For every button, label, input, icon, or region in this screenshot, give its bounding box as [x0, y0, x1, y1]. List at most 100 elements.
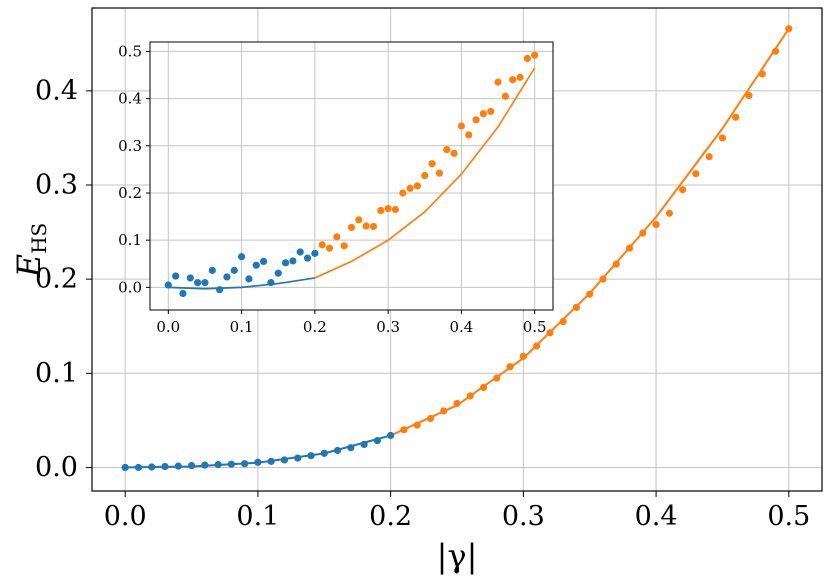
inset-data-point-blue	[194, 279, 202, 287]
inset-data-point-blue	[296, 248, 304, 256]
main-data-point-orange	[785, 25, 793, 33]
inset-y-tick-label: 0.4	[118, 90, 142, 108]
inset-data-point-blue	[201, 279, 209, 287]
main-data-point-orange	[599, 275, 607, 283]
inset-data-point-orange	[369, 222, 378, 231]
inset-x-tick-label: 0.1	[230, 318, 254, 336]
x-axis-label: |γ|	[437, 537, 478, 575]
main-data-point-orange	[572, 303, 581, 312]
inset-fit-curve-blue	[168, 277, 315, 290]
inset-axes-frame	[149, 41, 554, 311]
inset-data-point-orange	[465, 131, 473, 139]
inset-data-point-orange	[325, 244, 334, 252]
main-data-point-blue	[333, 446, 342, 455]
main-data-point-blue	[187, 461, 196, 470]
y-axis-label-subscript: HS	[27, 223, 51, 254]
inset-data-point-blue	[311, 249, 319, 257]
inset-data-point-orange	[362, 222, 370, 230]
main-series	[121, 25, 793, 472]
inset-data-point-blue	[230, 266, 238, 274]
main-x-tick-label: 0.1	[236, 501, 279, 532]
main-data-point-orange	[692, 170, 700, 178]
main-data-point-orange	[745, 91, 753, 100]
inset-data-point-blue	[208, 266, 216, 274]
inset-data-point-orange	[450, 149, 458, 157]
inset-data-point-orange	[435, 169, 444, 177]
main-data-point-orange	[479, 383, 488, 392]
inset-data-point-orange	[501, 92, 509, 100]
inset-data-point-orange	[428, 160, 436, 168]
main-data-point-orange	[559, 317, 567, 326]
main-data-point-blue	[174, 462, 182, 470]
main-data-point-blue	[320, 449, 328, 457]
inset-data-point-blue	[274, 269, 282, 277]
main-data-point-orange	[639, 229, 647, 237]
inset-data-point-orange	[377, 206, 385, 215]
inset-data-point-orange	[355, 216, 363, 224]
main-data-point-orange	[440, 407, 448, 415]
y-axis-label-main: E	[10, 254, 48, 278]
main-y-tick-label: 0.1	[35, 358, 78, 389]
main-axes-frame	[91, 7, 823, 492]
main-data-point-orange	[413, 421, 421, 429]
inset-y-tick-label: 0.5	[118, 42, 142, 60]
main-x-tick-label: 0.0	[104, 501, 147, 532]
main-data-point-orange	[732, 113, 740, 121]
main-y-tick-label: 0.0	[35, 452, 78, 483]
inset-x-tick-label: 0.0	[156, 318, 180, 336]
inset-data-point-orange	[421, 171, 429, 180]
inset-ticks: 0.0 0.1 0.2 0.3 0.4 0.5 0.0 0.1 0.2 0.3 0.4 0.5	[118, 42, 546, 336]
main-data-point-blue	[267, 457, 275, 465]
main-data-point-blue	[227, 460, 235, 468]
inset-data-point-blue	[245, 275, 253, 283]
main-data-point-blue	[280, 456, 289, 464]
inset-y-tick-label: 0.1	[118, 231, 142, 249]
inset-data-point-blue	[186, 274, 194, 282]
inset-data-point-blue	[303, 254, 312, 262]
main-data-point-blue	[148, 463, 156, 471]
main-data-point-orange	[652, 220, 660, 229]
main-data-point-orange	[546, 329, 554, 337]
y-axis-label: EHS	[10, 223, 51, 279]
inset-data-point-blue	[259, 257, 268, 266]
inset-data-point-orange	[472, 116, 480, 124]
main-data-point-blue	[214, 461, 222, 469]
inset-data-point-orange	[318, 241, 326, 249]
inset-data-point-blue	[223, 273, 231, 281]
main-x-tick-label: 0.3	[502, 501, 545, 532]
main-data-point-blue	[121, 463, 129, 472]
inset-data-point-blue	[289, 257, 297, 265]
main-data-point-orange	[493, 374, 501, 382]
main-data-point-orange	[758, 70, 766, 78]
inset-data-point-orange	[443, 145, 451, 154]
main-data-point-orange	[519, 352, 527, 360]
inset-data-point-blue	[252, 261, 260, 269]
main-data-point-orange	[466, 392, 474, 400]
inset-series	[164, 51, 539, 298]
main-data-point-orange	[453, 399, 461, 408]
inset-data-point-orange	[391, 205, 400, 214]
main-data-point-orange	[586, 290, 594, 298]
main-data-point-orange	[718, 134, 727, 142]
inset-data-point-orange	[406, 184, 414, 192]
inset-y-tick-label: 0.3	[118, 137, 142, 155]
inset-data-point-blue	[164, 281, 172, 289]
main-data-point-blue	[347, 444, 355, 452]
inset-data-point-orange	[494, 78, 502, 86]
inset-data-point-blue	[267, 279, 275, 287]
inset-x-tick-label: 0.4	[449, 318, 473, 336]
main-data-point-blue	[387, 431, 395, 440]
main-ticks: 0.0 0.1 0.2 0.3 0.4 0.5 0.0 0.1 0.2 0.3 0.4	[35, 75, 810, 532]
main-data-point-orange	[533, 342, 541, 350]
inset-data-point-orange	[347, 223, 356, 232]
main-data-point-blue	[307, 452, 315, 460]
main-data-point-blue	[161, 462, 169, 471]
main-data-point-blue	[373, 437, 381, 445]
inset-data-point-orange	[479, 110, 487, 118]
main-y-tick-label: 0.3	[35, 170, 78, 201]
main-data-point-orange	[665, 209, 673, 217]
inset-data-point-orange	[509, 76, 517, 84]
inset-data-point-blue	[281, 259, 290, 267]
inset-y-tick-label: 0.2	[118, 184, 142, 202]
